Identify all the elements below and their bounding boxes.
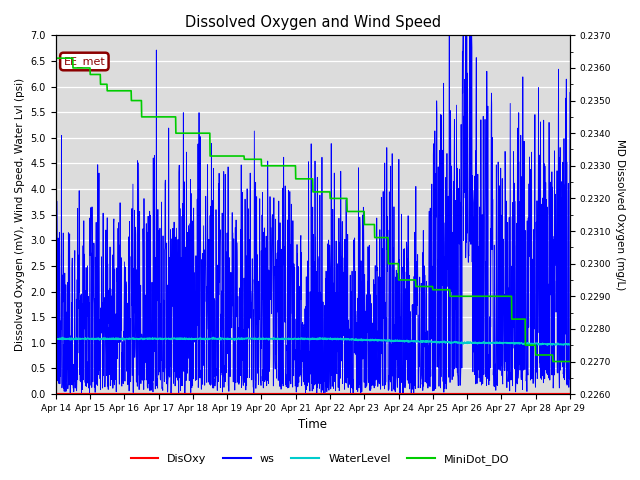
Y-axis label: Dissolved Oxygen (mV), Wind Speed, Water Lvl (psi): Dissolved Oxygen (mV), Wind Speed, Water…: [15, 78, 25, 351]
Legend: DisOxy, ws, WaterLevel, MiniDot_DO: DisOxy, ws, WaterLevel, MiniDot_DO: [126, 450, 514, 469]
Y-axis label: MD Dissolved Oxygen (mg/L): MD Dissolved Oxygen (mg/L): [615, 139, 625, 290]
Title: Dissolved Oxygen and Wind Speed: Dissolved Oxygen and Wind Speed: [185, 15, 441, 30]
X-axis label: Time: Time: [298, 419, 327, 432]
Text: EE_met: EE_met: [63, 56, 105, 67]
